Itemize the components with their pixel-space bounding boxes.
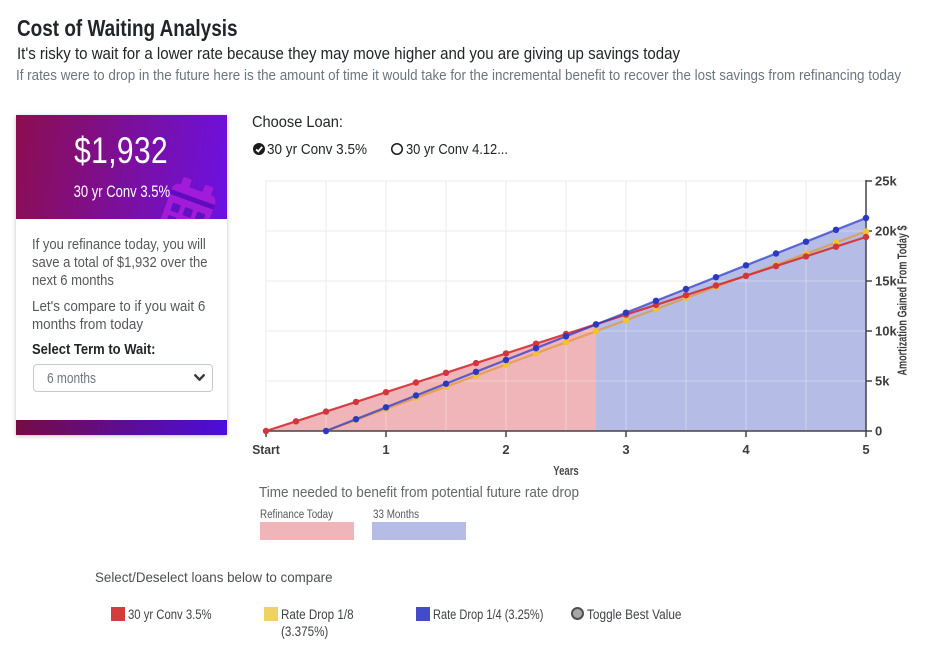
svg-text:Start: Start xyxy=(252,442,280,457)
svg-text:0: 0 xyxy=(875,424,882,439)
svg-text:25k: 25k xyxy=(875,174,897,189)
svg-text:3: 3 xyxy=(622,442,629,457)
svg-text:1: 1 xyxy=(382,442,389,457)
svg-text:15k: 15k xyxy=(875,274,897,289)
svg-text:2: 2 xyxy=(502,442,509,457)
svg-text:10k: 10k xyxy=(875,324,897,339)
svg-text:Years: Years xyxy=(553,464,579,478)
svg-text:4: 4 xyxy=(742,442,750,457)
svg-text:Amortization Gained From Today: Amortization Gained From Today $ xyxy=(896,225,910,375)
svg-text:20k: 20k xyxy=(875,224,897,239)
svg-text:5: 5 xyxy=(862,442,869,457)
svg-text:5k: 5k xyxy=(875,374,890,389)
